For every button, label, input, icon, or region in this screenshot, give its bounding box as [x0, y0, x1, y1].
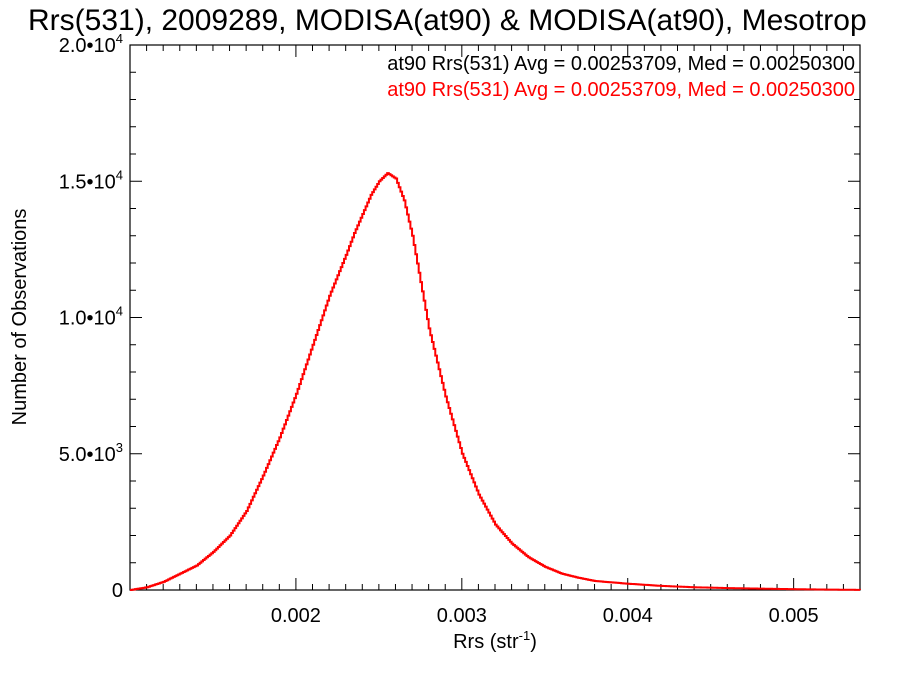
x-tick-label: 0.003 [437, 605, 487, 627]
x-tick-label: 0.005 [769, 605, 819, 627]
annotation-black: at90 Rrs(531) Avg = 0.00253709, Med = 0.… [387, 53, 855, 75]
y-tick-label: 2.0•104 [59, 31, 123, 57]
y-axis-label: Number of Observations [9, 209, 31, 426]
annotation-red: at90 Rrs(531) Avg = 0.00253709, Med = 0.… [387, 79, 855, 101]
x-tick-label: 0.002 [271, 605, 321, 627]
y-tick-label: 1.0•104 [59, 304, 123, 330]
plot-area-frame [129, 44, 861, 591]
y-tick-label: 5.0•103 [59, 440, 123, 466]
y-tick-label: 0 [112, 580, 123, 602]
x-axis-ticks: 0.002 0.003 0.004 0.005 [146, 45, 844, 627]
x-axis-label: Rrs (str-1) [453, 628, 537, 653]
y-axis-ticks: 0 5.0•103 1.0•104 1.5•104 2.0•104 [59, 31, 860, 602]
chart-title: Rrs(531), 2009289, MODISA(at90) & MODISA… [28, 4, 867, 37]
series-histogram-line [130, 172, 861, 591]
x-tick-label: 0.004 [603, 605, 653, 627]
y-tick-label: 1.5•104 [59, 167, 123, 193]
